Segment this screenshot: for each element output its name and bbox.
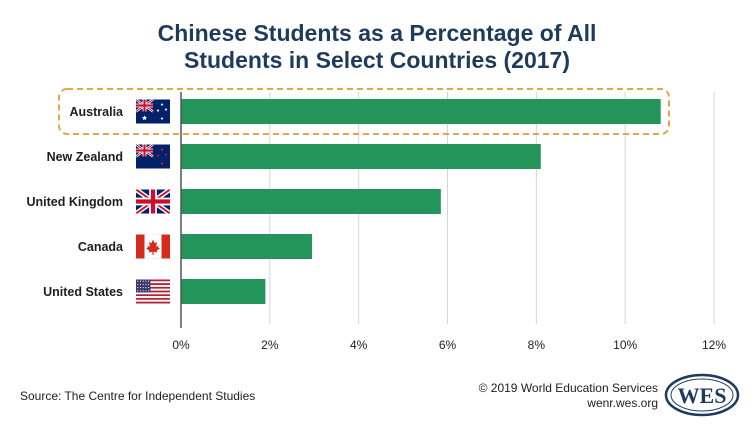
canada-flag-icon xyxy=(136,234,170,259)
copyright-text: © 2019 World Education Services xyxy=(478,381,658,395)
category-labels: Australia New Zealand United Kingdom Canada… xyxy=(26,105,124,299)
bar-united-kingdom xyxy=(181,189,441,214)
category-label: United Kingdom xyxy=(26,195,123,209)
flags xyxy=(136,99,170,304)
chart-title-line-1: Chinese Students as a Percentage of All xyxy=(157,20,597,46)
category-label: United States xyxy=(43,285,123,299)
source-note: Source: The Centre for Independent Studi… xyxy=(20,389,256,403)
united-states-flag-icon xyxy=(136,279,170,304)
category-label: Australia xyxy=(70,105,125,119)
category-label: Canada xyxy=(78,240,124,254)
credit-block: © 2019 World Education Services wenr.wes… xyxy=(479,381,658,411)
x-tick-label: 2% xyxy=(261,338,279,352)
chart-title: Chinese Students as a Percentage of All … xyxy=(0,20,754,74)
bar-australia xyxy=(181,99,661,124)
bar-chart: Australia New Zealand United Kingdom Canada… xyxy=(26,88,726,352)
highlight-layer xyxy=(58,88,670,135)
wes-logo: WES xyxy=(664,373,740,417)
x-tick-label: 12% xyxy=(702,338,726,352)
x-tick-label: 10% xyxy=(613,338,637,352)
x-tick-label: 4% xyxy=(350,338,368,352)
x-tick-label: 6% xyxy=(439,338,457,352)
bar-new-zealand xyxy=(181,144,541,169)
wes-logo-text: WES xyxy=(678,383,727,408)
united-kingdom-flag-icon xyxy=(136,189,170,214)
new-zealand-flag-icon xyxy=(136,144,170,169)
x-tick-label: 0% xyxy=(172,338,190,352)
bar-canada xyxy=(181,234,313,259)
bar-united-states xyxy=(181,279,266,304)
bars xyxy=(181,99,661,304)
website-text: wenr.wes.org xyxy=(587,396,658,410)
x-tick-labels: 0% 2% 4% 6% 8% 10% 12% xyxy=(172,338,726,352)
australia-flag-icon xyxy=(136,99,170,124)
highlight-frame xyxy=(58,88,670,135)
chart-title-line-2: Students in Select Countries (2017) xyxy=(184,47,570,73)
category-label: New Zealand xyxy=(47,150,123,164)
x-tick-label: 8% xyxy=(528,338,546,352)
